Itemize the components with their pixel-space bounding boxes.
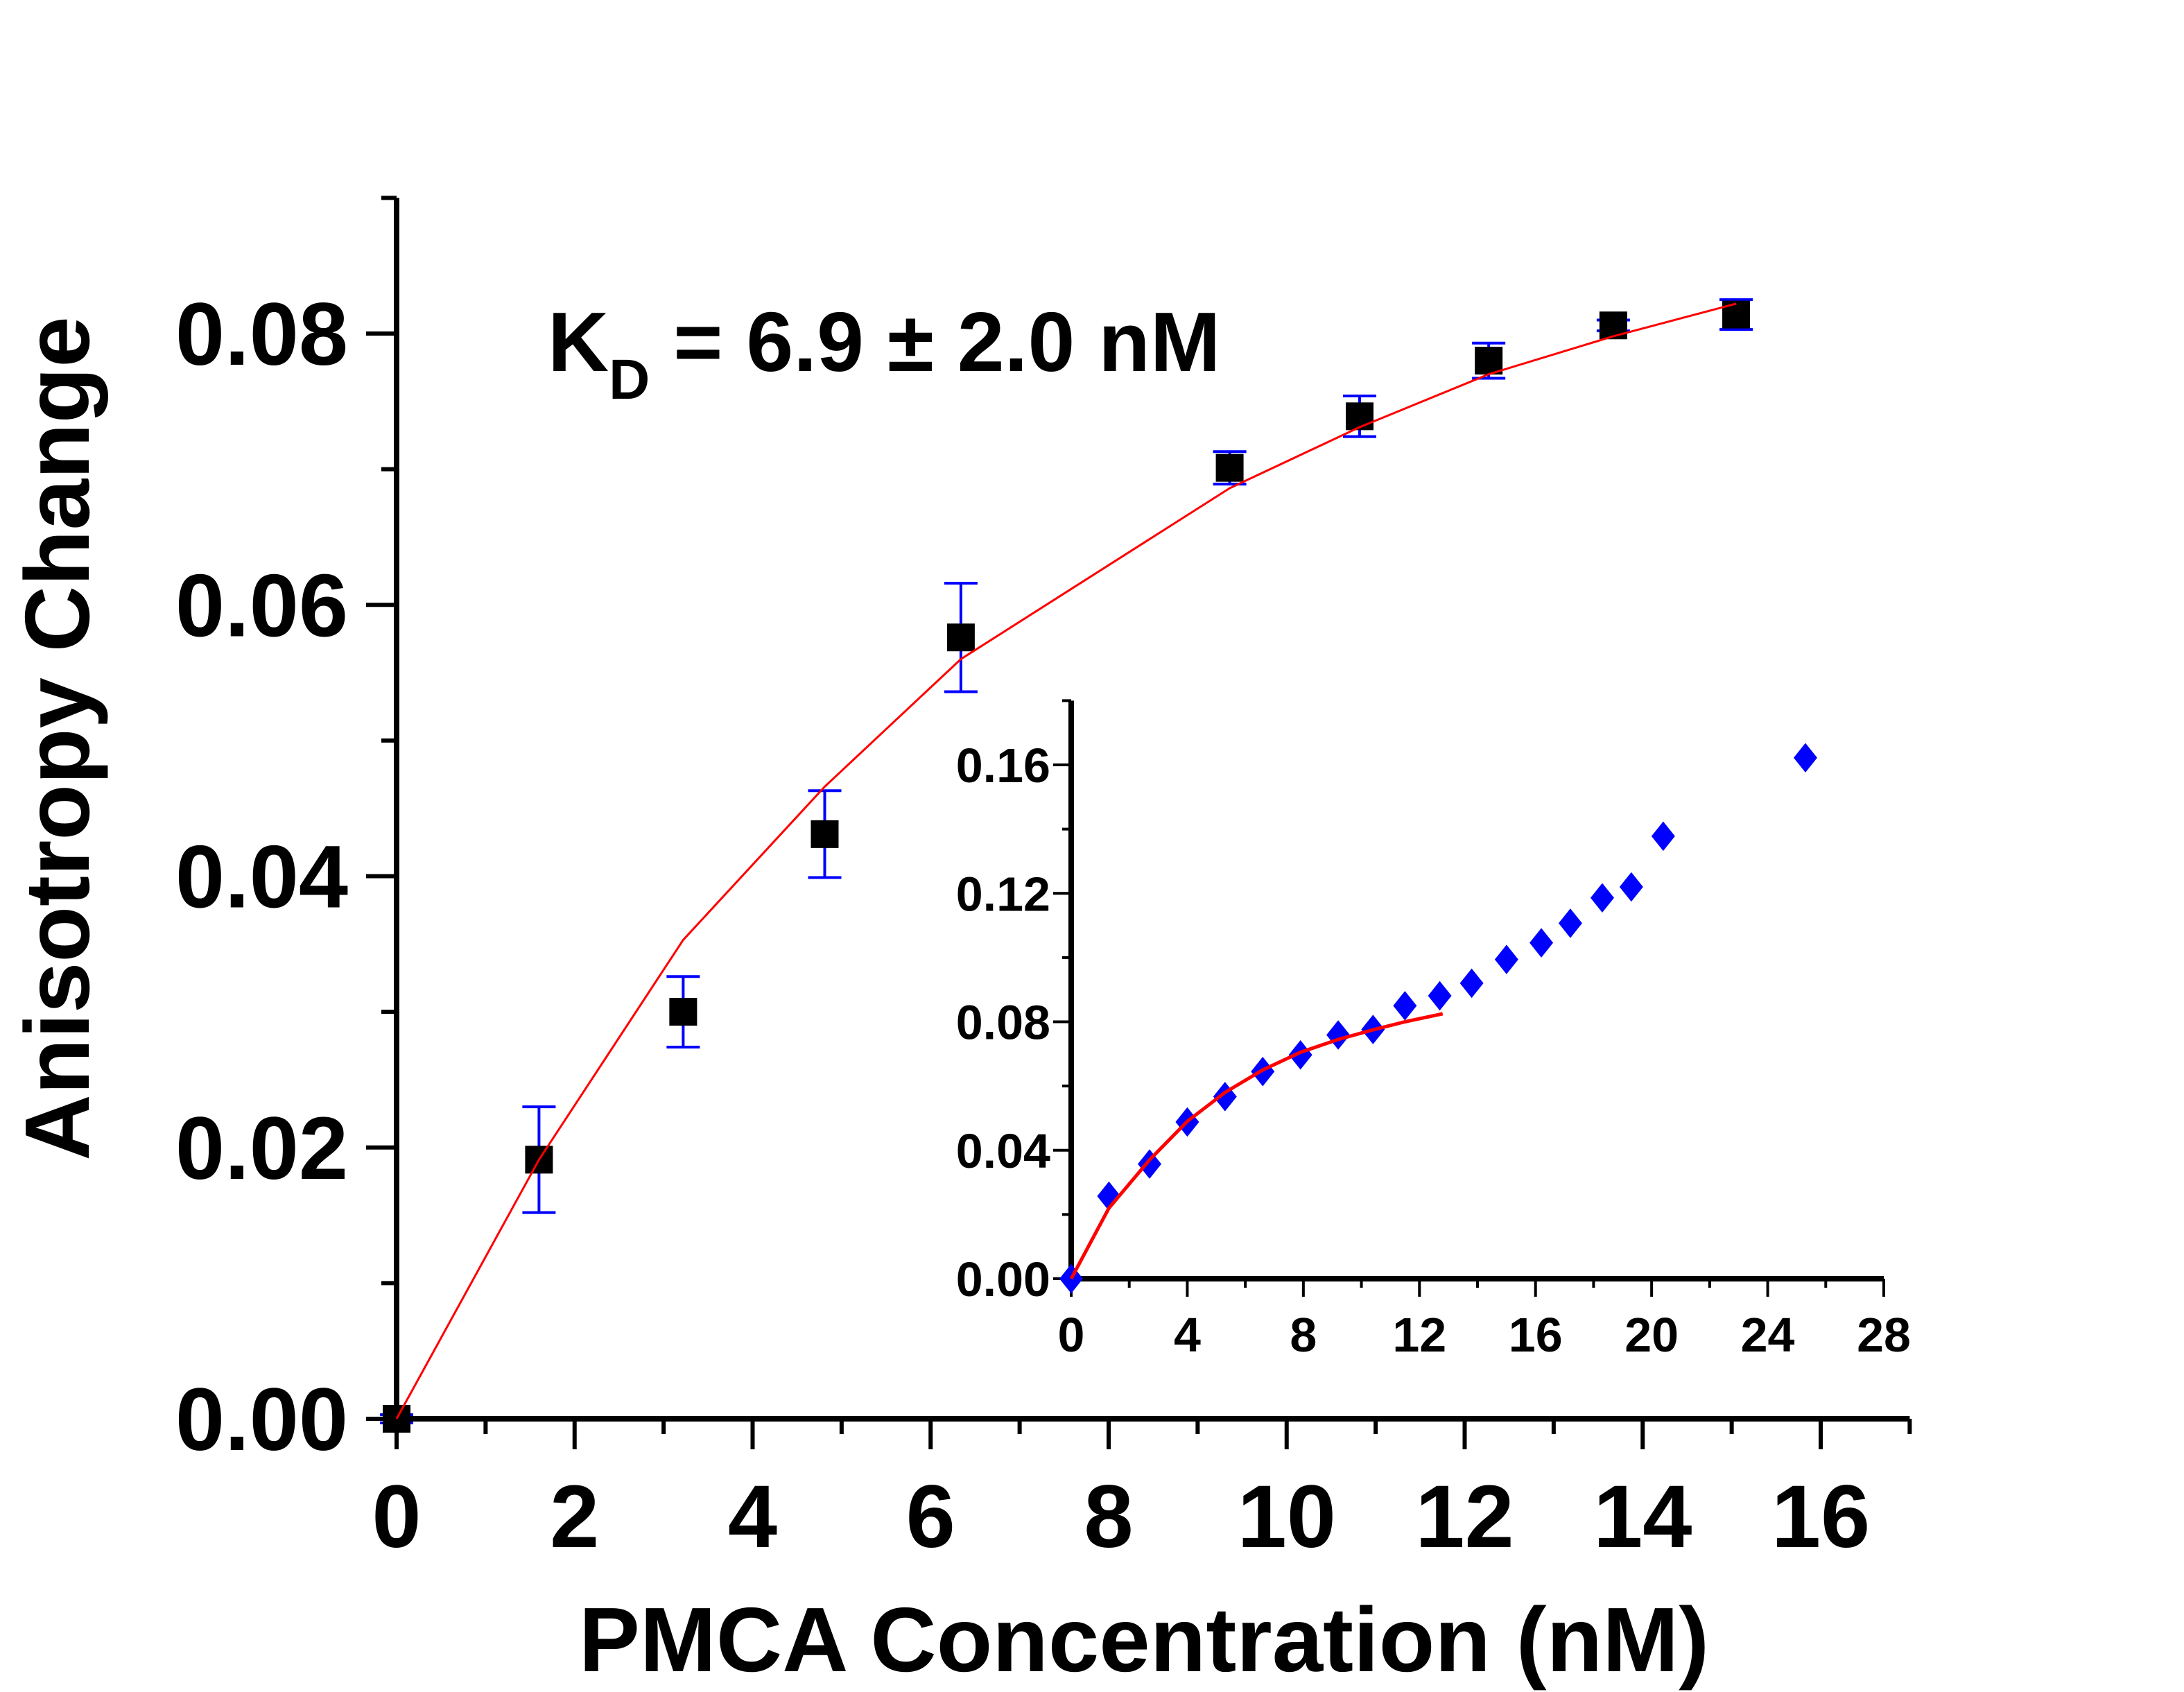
main-y-tick-label: 0.02 — [175, 1099, 348, 1198]
inset-y-tick-label: 0.16 — [956, 739, 1050, 793]
main-data-point — [1346, 402, 1374, 431]
inset-fit-line — [1069, 1012, 1444, 1280]
inset-y-tick-label: 0.12 — [956, 867, 1050, 921]
main-y-tick-label: 0.06 — [175, 556, 348, 655]
main-y-tick-label: 0.00 — [175, 1370, 348, 1469]
main-x-tick-label: 0 — [372, 1467, 421, 1566]
main-x-tick-label: 12 — [1415, 1467, 1514, 1566]
main-data-point — [946, 623, 975, 652]
inset-data-point — [1558, 908, 1582, 938]
inset-x-tick-label: 20 — [1624, 1308, 1679, 1362]
inset-y-tick-label: 0.04 — [956, 1124, 1050, 1178]
main-x-tick-label: 8 — [1084, 1467, 1133, 1566]
inset-data-point — [1529, 928, 1554, 958]
inset-plot: 0 4 8 12 16 20 24 28 0.00 0.04 0.08 0.12 0.16 — [956, 699, 1911, 1362]
inset-data-point — [1326, 1020, 1351, 1050]
main-data-point — [811, 820, 839, 848]
kd-annotation: KD = 6.9 ± 2.0 nM — [548, 295, 1220, 411]
inset-x-tick-label: 28 — [1857, 1308, 1911, 1362]
main-plot: 0 2 4 6 8 10 12 14 160.000.020.040.060.08 — [175, 196, 1912, 1566]
main-data-point — [1215, 454, 1244, 482]
main-x-tick-label: 2 — [550, 1467, 599, 1566]
main-x-tick-label: 14 — [1593, 1467, 1692, 1566]
main-x-tick-label: 10 — [1238, 1467, 1336, 1566]
x-axis-title: PMCA Concentration (nM) — [579, 1589, 1709, 1691]
inset-data-point — [1651, 821, 1675, 852]
inset-y-tick-label: 0.08 — [956, 996, 1050, 1050]
y-axis-title: Anisotropy Change — [6, 316, 108, 1160]
main-data-point — [1475, 347, 1503, 375]
inset-data-point — [1459, 968, 1484, 999]
inset-data-point — [1428, 981, 1452, 1011]
inset-x-tick-label: 16 — [1509, 1308, 1563, 1362]
inset-x-tick-label: 12 — [1392, 1308, 1446, 1362]
main-fit-line — [395, 302, 1737, 1419]
main-x-tick-label: 16 — [1771, 1467, 1870, 1566]
inset-data-point — [1793, 743, 1817, 773]
main-x-tick-label: 4 — [728, 1467, 777, 1566]
inset-x-tick-label: 24 — [1741, 1308, 1795, 1362]
main-x-tick-label: 6 — [906, 1467, 955, 1566]
inset-data-point — [1393, 991, 1417, 1021]
main-data-point — [1599, 311, 1627, 340]
inset-data-point — [1288, 1039, 1312, 1070]
kd-annotation-sub: D — [609, 348, 650, 411]
kd-annotation-k: K — [548, 295, 609, 389]
main-y-tick-label: 0.04 — [175, 828, 348, 927]
inset-x-tick-label: 4 — [1174, 1308, 1201, 1362]
kd-annotation-value: = 6.9 ± 2.0 nM — [650, 295, 1220, 389]
inset-data-point — [1619, 872, 1643, 902]
inset-x-tick-label: 0 — [1058, 1308, 1085, 1362]
inset-x-tick-label: 8 — [1290, 1308, 1317, 1362]
inset-data-point — [1590, 883, 1614, 913]
main-y-tick-label: 0.08 — [175, 285, 348, 384]
inset-data-point — [1494, 944, 1518, 974]
main-data-point — [1722, 300, 1751, 329]
inset-data-point — [1138, 1149, 1162, 1179]
main-data-point — [669, 998, 697, 1026]
inset-y-tick-label: 0.00 — [956, 1252, 1050, 1306]
